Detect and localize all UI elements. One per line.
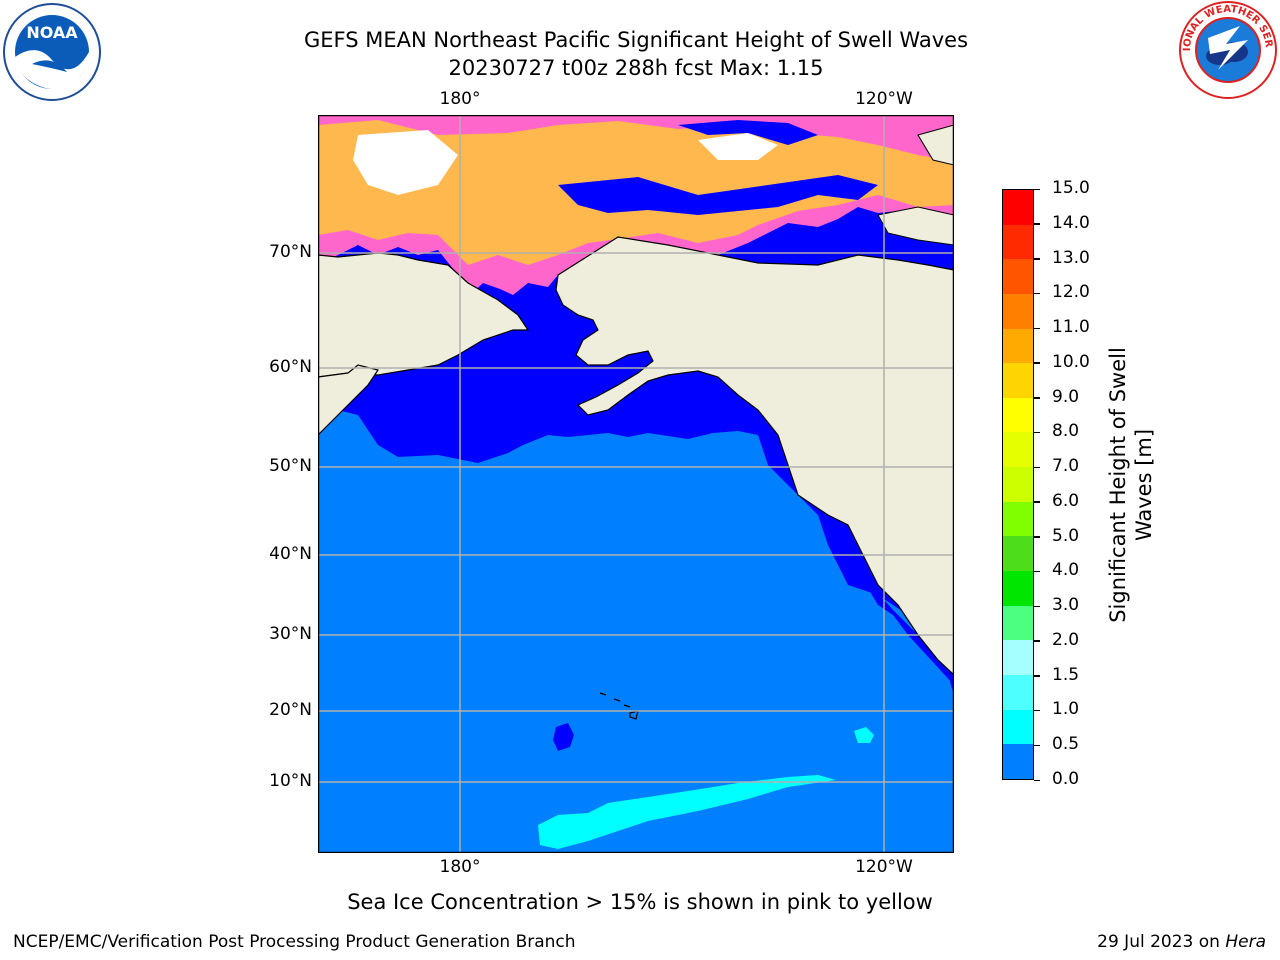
sea-ice-core-east <box>698 133 778 160</box>
colorbar-segment <box>1003 259 1033 294</box>
colorbar-tick-mark <box>1034 779 1040 781</box>
colorbar-segment <box>1003 363 1033 398</box>
colorbar-tick-label: 14.0 <box>1052 212 1090 233</box>
nws-logo: NATIONAL WEATHER SERVICE <box>1174 0 1278 100</box>
noaa-logo: NOAA <box>2 2 102 102</box>
colorbar-tick-mark <box>1034 362 1040 364</box>
colorbar-tick-label: 0.0 <box>1052 769 1080 789</box>
colorbar-segment <box>1003 640 1033 675</box>
colorbar-tick-label: 10.0 <box>1052 351 1090 372</box>
colorbar-segment <box>1003 571 1033 606</box>
colorbar-tick-mark <box>1034 466 1040 469</box>
chart-title: GEFS MEAN Northeast Pacific Significant … <box>303 28 969 52</box>
colorbar-tick-label: 1.0 <box>1052 699 1080 720</box>
colorbar-tick-label: 1.5 <box>1052 664 1080 685</box>
colorbar-title-line2: Waves [m] <box>1132 428 1156 542</box>
map-panel <box>317 114 955 854</box>
land-kamchatka <box>317 364 379 437</box>
colorbar-segment <box>1003 432 1033 468</box>
swell-band-cyan <box>538 775 836 849</box>
graticule <box>318 115 954 853</box>
lat-label-70n: 70°N <box>269 242 312 262</box>
colorbar-tick-label: 15.0 <box>1052 178 1090 198</box>
swell-patch-hawaii <box>553 723 574 751</box>
colorbar-tick-mark <box>1034 709 1040 712</box>
land-alaska <box>555 236 955 677</box>
swell-band-low-southeast <box>828 535 954 685</box>
lat-label-30n: 30°N <box>269 624 312 644</box>
colorbar-title-line1: Significant Height of Swell <box>1106 347 1130 623</box>
colorbar-tick-label: 7.0 <box>1052 456 1080 477</box>
colorbar-segment <box>1003 709 1033 745</box>
colorbar-segment <box>1003 501 1033 537</box>
colorbar-tick-mark <box>1034 640 1040 642</box>
colorbar-tick-mark <box>1034 744 1040 747</box>
footer-date: 29 Jul 2023 on Hera <box>1097 932 1266 952</box>
colorbar-tick-label: 12.0 <box>1052 282 1090 303</box>
colorbar-tick-label: 5.0 <box>1052 525 1080 546</box>
chart-subtitle: 20230727 t00z 288h fcst Max: 1.15 <box>448 56 824 80</box>
colorbar-tick-mark <box>1034 570 1040 573</box>
colorbar-segment <box>1003 397 1033 433</box>
colorbar-tick-label: 13.0 <box>1052 247 1090 268</box>
colorbar-segment <box>1003 605 1033 641</box>
colorbar-segment <box>1003 467 1033 502</box>
lat-label-60n: 60°N <box>269 357 312 377</box>
colorbar-tick-label: 9.0 <box>1052 386 1080 407</box>
colorbar-tick-mark <box>1034 536 1040 538</box>
colorbar-tick-mark <box>1034 188 1040 190</box>
map-frame <box>317 114 955 854</box>
lat-label-40n: 40°N <box>269 544 312 564</box>
colorbar-segment <box>1003 744 1033 779</box>
lat-label-10n: 10°N <box>269 771 312 791</box>
colorbar-segment <box>1003 224 1033 260</box>
map-svg <box>317 114 955 854</box>
colorbar-segment <box>1003 293 1033 329</box>
sea-ice-core <box>353 130 458 195</box>
footer-date-text: 29 Jul 2023 on <box>1097 932 1226 952</box>
colorbar-tick-label: 11.0 <box>1052 317 1090 338</box>
colorbar-tick-mark <box>1034 223 1040 225</box>
colorbar-tick-mark <box>1034 605 1040 608</box>
lat-label-20n: 20°N <box>269 700 312 720</box>
colorbar-segment <box>1003 536 1033 572</box>
lon-label-top-120w: 120°W <box>855 89 913 109</box>
colorbar-title: Significant Height of Swell Waves [m] <box>1105 347 1157 623</box>
swell-patch-cyan-east <box>854 727 874 743</box>
colorbar-tick-label: 2.0 <box>1052 629 1080 650</box>
colorbar-tick-label: 0.5 <box>1052 734 1080 755</box>
lon-label-bottom-180: 180° <box>439 857 481 877</box>
colorbar-tick-label: 8.0 <box>1052 421 1080 442</box>
lon-label-bottom-120w: 120°W <box>855 857 913 877</box>
colorbar-segment <box>1003 328 1033 364</box>
land-siberia <box>317 252 530 378</box>
land-hawaii <box>599 692 639 720</box>
colorbar-tick-mark <box>1034 258 1040 260</box>
colorbar-tick-mark <box>1034 675 1040 677</box>
colorbar-tick-label: 3.0 <box>1052 595 1080 616</box>
open-water-arctic-2 <box>678 120 818 145</box>
colorbar-tick-mark <box>1034 501 1040 503</box>
colorbar-tick-mark <box>1034 292 1040 295</box>
open-water-arctic <box>558 175 878 215</box>
svg-text:NOAA: NOAA <box>26 23 78 42</box>
colorbar-tick-mark <box>1034 327 1040 330</box>
colorbar-tick-mark <box>1034 397 1040 399</box>
colorbar-tick-label: 4.0 <box>1052 560 1080 581</box>
lon-label-top-180: 180° <box>439 89 481 109</box>
colorbar-segment <box>1003 674 1033 710</box>
colorbar-segment <box>1003 190 1033 225</box>
colorbar <box>1002 189 1034 780</box>
sea-ice-caption: Sea Ice Concentration > 15% is shown in … <box>347 890 933 914</box>
footer-host: Hera <box>1225 932 1266 952</box>
colorbar-tick-mark <box>1034 431 1040 434</box>
footer-producer: NCEP/EMC/Verification Post Processing Pr… <box>13 932 576 952</box>
colorbar-tick-label: 6.0 <box>1052 490 1080 511</box>
lat-label-50n: 50°N <box>269 456 312 476</box>
